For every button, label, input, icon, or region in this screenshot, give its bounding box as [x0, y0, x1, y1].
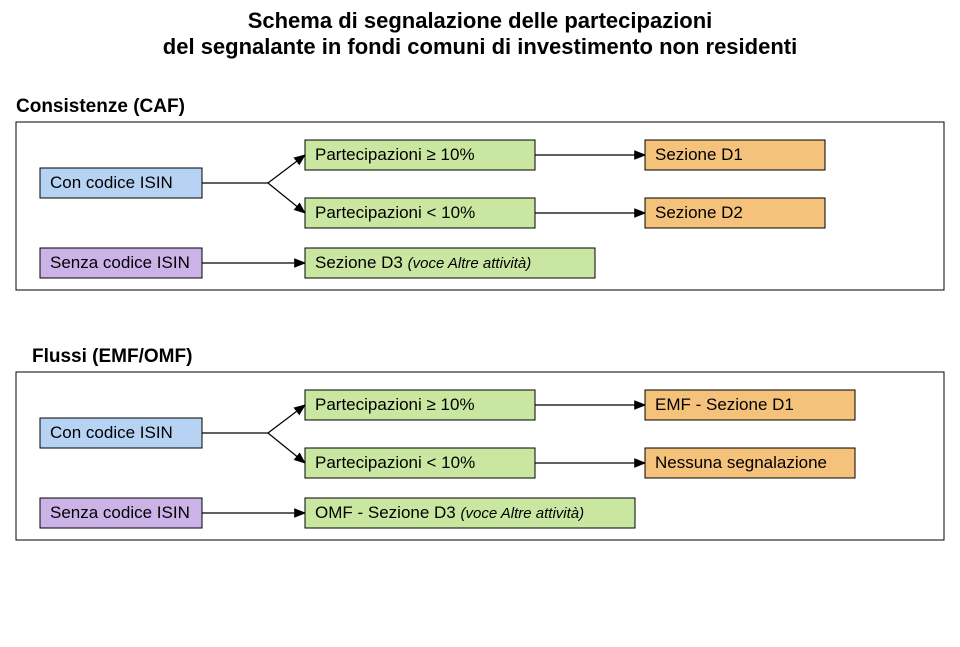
- dst-0-0-0-label: Sezione D1: [655, 145, 743, 164]
- src-0-1-label: Senza codice ISIN: [50, 253, 190, 272]
- title-line1: Schema di segnalazione delle partecipazi…: [248, 8, 713, 33]
- mid-0-0-1-label: Partecipazioni < 10%: [315, 203, 475, 222]
- src-1-1-label: Senza codice ISIN: [50, 503, 190, 522]
- mid-0-0-0-label: Partecipazioni ≥ 10%: [315, 145, 475, 164]
- title-line2: del segnalante in fondi comuni di invest…: [163, 34, 797, 59]
- dst-1-0-0-label: EMF - Sezione D1: [655, 395, 794, 414]
- section-heading-0: Consistenze (CAF): [16, 96, 185, 117]
- mid-1-1-0-label: OMF - Sezione D3 (voce Altre attività): [315, 503, 584, 522]
- mid-0-1-0-label: Sezione D3 (voce Altre attività): [315, 253, 531, 272]
- mid-1-0-1-label: Partecipazioni < 10%: [315, 453, 475, 472]
- section-heading-1: Flussi (EMF/OMF): [32, 346, 192, 367]
- src-1-0-label: Con codice ISIN: [50, 423, 173, 442]
- diagram-canvas: Schema di segnalazione delle partecipazi…: [0, 0, 960, 647]
- dst-1-0-1-label: Nessuna segnalazione: [655, 453, 827, 472]
- src-0-0-label: Con codice ISIN: [50, 173, 173, 192]
- dst-0-0-1-label: Sezione D2: [655, 203, 743, 222]
- mid-1-0-0-label: Partecipazioni ≥ 10%: [315, 395, 475, 414]
